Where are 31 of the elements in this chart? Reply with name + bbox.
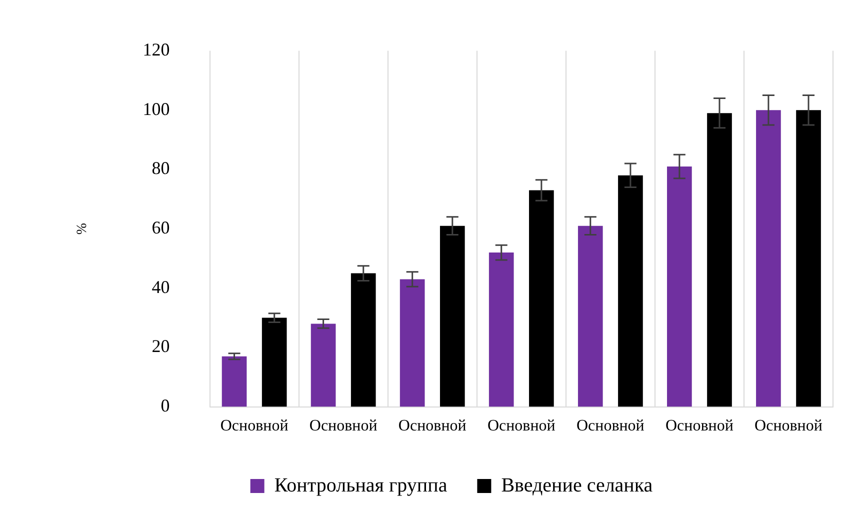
bar — [796, 110, 821, 407]
bar — [440, 226, 465, 407]
x-tick-label: Основной — [309, 418, 378, 435]
x-tick-label: Основной — [754, 418, 823, 435]
y-tick-label: 80 — [152, 158, 170, 178]
bar — [310, 324, 336, 407]
y-tick-label: 60 — [152, 218, 170, 238]
x-tick-label: Основной — [487, 418, 556, 435]
bar — [262, 318, 287, 407]
legend-label: Контрольная группа — [274, 474, 448, 496]
x-tick-label: Основной — [576, 418, 645, 435]
bar — [400, 279, 425, 407]
x-tick-label: Основной — [666, 418, 734, 435]
bar — [529, 190, 554, 407]
bar — [756, 110, 781, 407]
x-tick-label: Основной — [220, 418, 289, 435]
bar — [350, 273, 376, 407]
y-tick-label: 0 — [160, 396, 170, 416]
bar — [707, 113, 732, 407]
y-axis-title: % — [75, 222, 90, 235]
legend-label: Введение селанка — [501, 474, 653, 496]
y-tick-label: 120 — [142, 40, 170, 60]
y-tick-label: 20 — [152, 336, 170, 356]
bar — [618, 175, 643, 407]
x-tick-label: Основной — [398, 418, 467, 435]
y-tick-label: 100 — [142, 98, 170, 119]
y-tick-label: 40 — [152, 276, 170, 297]
bar — [222, 356, 247, 407]
bar — [578, 226, 603, 407]
bar — [667, 166, 692, 407]
bar — [488, 252, 514, 407]
